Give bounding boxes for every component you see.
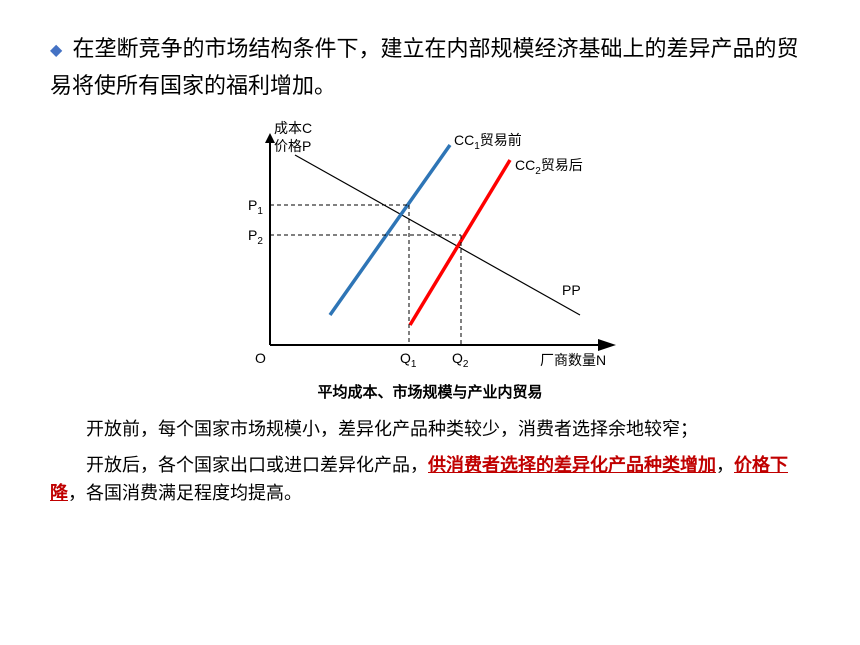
paragraph-after: 开放后，各个国家出口或进口差异化产品，供消费者选择的差异化产品种类增加，价格下降… [50, 452, 810, 508]
chart-container: 成本C 价格P O 厂商数量N P1 P2 Q1 Q2 CC1贸易前 CC2贸易… [50, 115, 810, 375]
x-label: 厂商数量N [540, 352, 606, 368]
intro-text: 在垄断竞争的市场结构条件下，建立在内部规模经济基础上的差异产品的贸易将使所有国家… [50, 36, 798, 98]
paragraph-before: 开放前，每个国家市场规模小，差异化产品种类较少，消费者选择余地较窄； [50, 416, 810, 444]
cc2-curve [410, 160, 510, 325]
q2-label: Q2 [452, 350, 469, 370]
cc2-label: CC2贸易后 [515, 157, 583, 177]
chart-caption: 平均成本、市场规模与产业内贸易 [50, 381, 810, 402]
para2-suffix: ，各国消费满足程度均提高。 [68, 483, 302, 503]
para2-prefix: 开放后，各个国家出口或进口差异化产品， [86, 455, 428, 475]
para1-text: 开放前，每个国家市场规模小，差异化产品种类较少，消费者选择余地较窄； [86, 419, 698, 439]
pp-label: PP [562, 282, 581, 298]
intro-paragraph: ◆ 在垄断竞争的市场结构条件下，建立在内部规模经济基础上的差异产品的贸易将使所有… [50, 30, 810, 105]
economics-chart: 成本C 价格P O 厂商数量N P1 P2 Q1 Q2 CC1贸易前 CC2贸易… [210, 115, 650, 375]
bullet-icon: ◆ [50, 42, 62, 59]
para2-hl1: 供消费者选择的差异化产品种类增加 [428, 455, 716, 475]
cc1-label: CC1贸易前 [454, 132, 522, 152]
q1-label: Q1 [400, 350, 417, 370]
y-label-2: 价格P [274, 138, 311, 154]
p1-label: P1 [248, 197, 263, 217]
para2-mid: ， [716, 455, 734, 475]
y-label-1: 成本C [274, 120, 312, 136]
p2-label: P2 [248, 227, 263, 247]
pp-curve [295, 155, 580, 315]
origin-label: O [255, 350, 266, 366]
